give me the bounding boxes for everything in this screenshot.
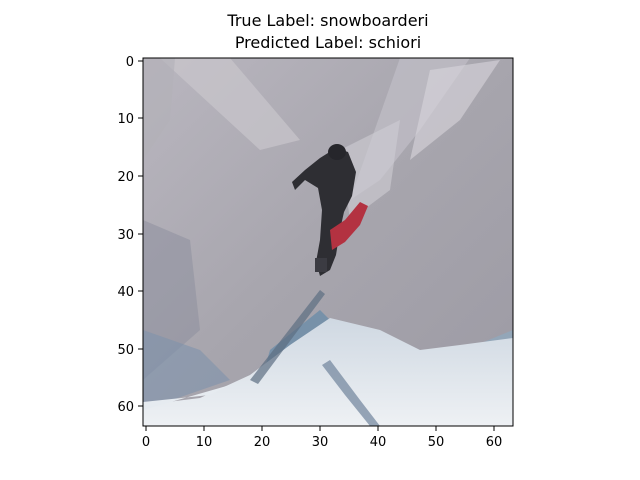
y-tick-label: 30: [117, 228, 134, 243]
x-tick-label: 40: [370, 435, 387, 450]
photo-image: [143, 58, 513, 426]
x-tick-label: 30: [312, 435, 329, 450]
x-axis: 0 10 20 30 40 50 60: [142, 426, 502, 450]
y-tick-label: 40: [117, 285, 134, 300]
y-tick-label: 10: [117, 112, 134, 127]
y-tick-label: 60: [117, 400, 134, 415]
predicted-label-title: Predicted Label: schiori: [234, 33, 422, 52]
x-tick-label: 50: [428, 435, 445, 450]
y-tick-label: 50: [117, 343, 134, 358]
y-axis: 0 10 20 30 40 50 60: [117, 55, 143, 415]
snowboarder-figure: [292, 144, 368, 276]
x-tick-label: 20: [254, 435, 271, 450]
x-tick-label: 0: [142, 435, 150, 450]
image-frame: [142, 57, 514, 427]
true-label-title: True Label: snowboarderi: [227, 11, 429, 30]
y-tick-label: 20: [117, 170, 134, 185]
x-tick-label: 60: [486, 435, 503, 450]
y-tick-label: 0: [126, 55, 134, 70]
x-tick-label: 10: [196, 435, 213, 450]
